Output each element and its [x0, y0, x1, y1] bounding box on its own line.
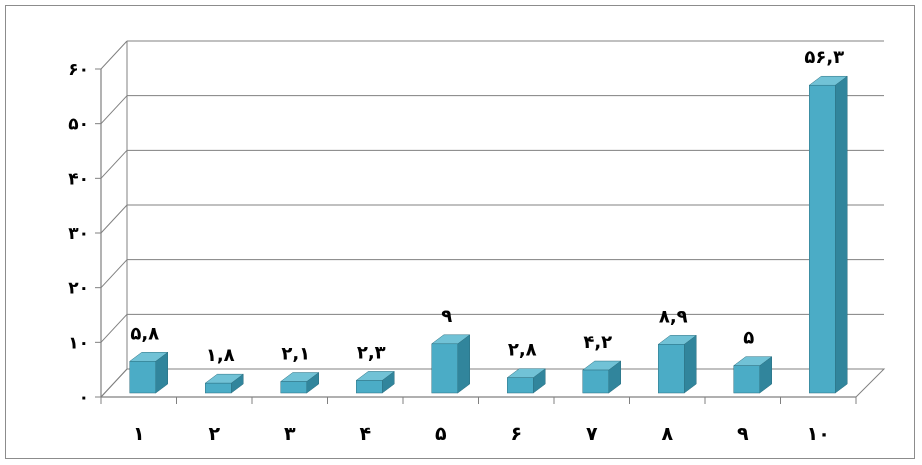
- bar: [129, 361, 156, 394]
- bar: [809, 84, 836, 394]
- x-tick-label: ۳: [284, 423, 296, 445]
- data-label: ۹: [441, 306, 452, 327]
- data-label: ۲,۱: [281, 344, 310, 365]
- y-tick-label: ۲۰: [68, 279, 89, 299]
- data-label: ۵۶,۳: [804, 47, 844, 68]
- data-label: ۲,۸: [508, 340, 537, 361]
- y-tick-label: ۵۰: [68, 115, 89, 135]
- gridline-depth: [100, 259, 128, 289]
- data-label: ۱,۸: [206, 345, 235, 366]
- data-label: ۲,۳: [357, 342, 386, 363]
- x-tick-label: ۴: [359, 423, 371, 445]
- y-tick-label: ۰: [79, 388, 89, 408]
- bar: [658, 344, 685, 394]
- x-tick-label: ۱۰: [807, 423, 830, 445]
- bar-side: [835, 75, 848, 394]
- x-tick-label: ۷: [586, 423, 598, 445]
- labels: ۰ ۱۰ ۲۰ ۳۰ ۴۰ ۵۰ ۶۰ ۵,۸ ۱ ۱,۸ ۲ ۲,۱ ۳ ۲,۳ ۴ ۹ ۵ ۲,۸ ۶ ۴,۲ ۷ ۸…: [68, 47, 844, 445]
- gridline-depth: [100, 95, 128, 125]
- bar: [733, 365, 760, 394]
- gridline-depth: [100, 204, 128, 234]
- data-label: ۵: [743, 328, 754, 349]
- gridline-depth: [100, 313, 128, 343]
- bar-side: [684, 334, 697, 394]
- gridline-depth: [100, 40, 128, 70]
- bar: [356, 380, 383, 394]
- x-tick-label: ۶: [510, 423, 522, 445]
- data-label: ۴,۲: [583, 332, 612, 353]
- bar-chart: ۰ ۱۰ ۲۰ ۳۰ ۴۰ ۵۰ ۶۰ ۵,۸ ۱ ۱,۸ ۲ ۲,۱ ۳ ۲,۳ ۴ ۹ ۵ ۲,۸ ۶ ۴,۲ ۷ ۸…: [68, 40, 886, 445]
- x-tick-label: ۹: [737, 423, 749, 445]
- bar: [582, 369, 609, 394]
- x-tick-label: ۱: [133, 423, 145, 445]
- x-tick-label: ۲: [208, 423, 220, 445]
- y-tick-label: ۱۰: [68, 333, 89, 353]
- data-label: ۵,۸: [130, 323, 159, 344]
- bar: [205, 382, 232, 394]
- bar: [280, 381, 307, 394]
- chart-frame: ۰ ۱۰ ۲۰ ۳۰ ۴۰ ۵۰ ۶۰ ۵,۸ ۱ ۱,۸ ۲ ۲,۱ ۳ ۲,۳ ۴ ۹ ۵ ۲,۸ ۶ ۴,۲ ۷ ۸…: [5, 5, 915, 459]
- bar: [431, 343, 458, 394]
- x-tick-label: ۸: [661, 423, 673, 445]
- data-label: ۸,۹: [659, 306, 688, 327]
- gridlines: [100, 40, 884, 398]
- bar: [507, 377, 534, 394]
- axes: [95, 41, 886, 404]
- y-tick-label: ۴۰: [68, 169, 89, 189]
- gridline-depth: [100, 149, 128, 179]
- bars: [129, 75, 848, 394]
- bar-side: [457, 334, 470, 394]
- y-tick-label: ۳۰: [68, 224, 89, 244]
- x-tick-label: ۵: [435, 423, 447, 445]
- y-tick-label: ۶۰: [68, 60, 89, 80]
